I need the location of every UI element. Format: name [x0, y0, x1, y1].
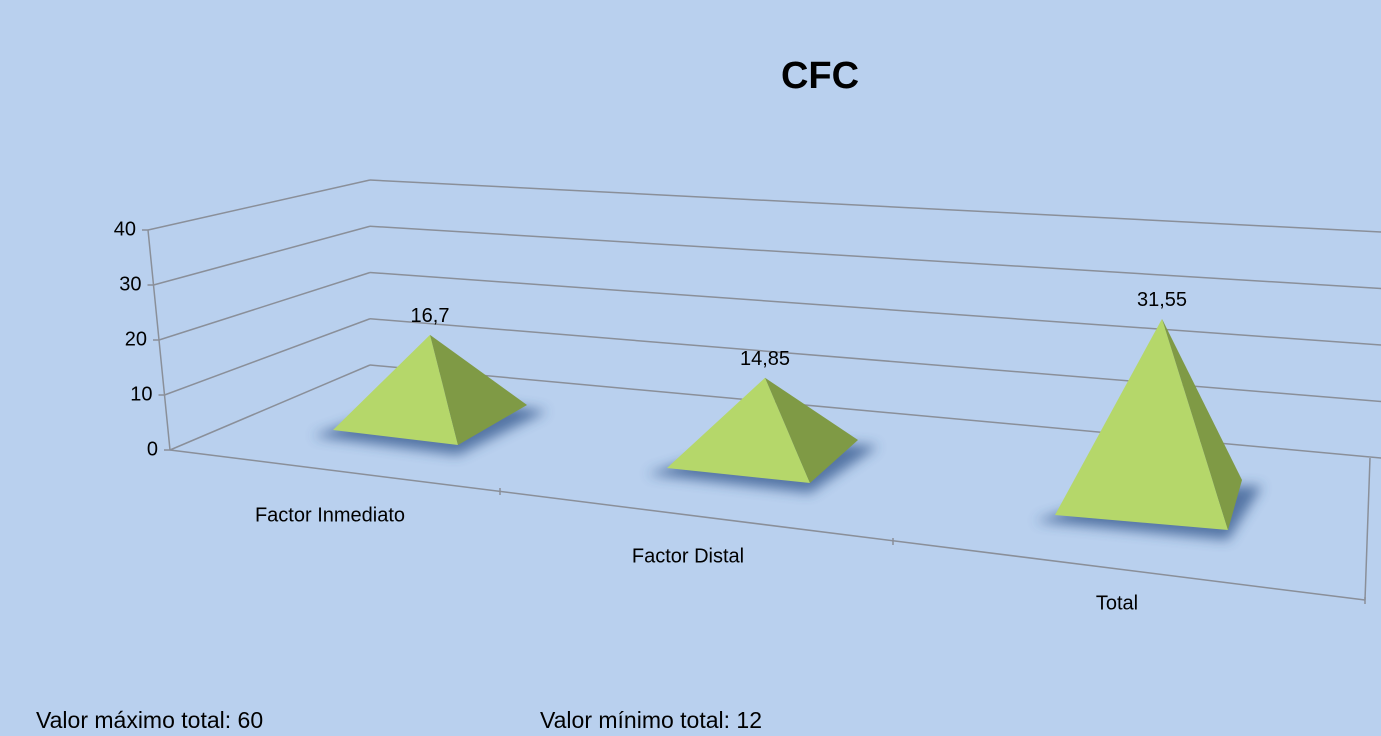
- axis-line: [147, 229, 171, 451]
- pyramid-face: [667, 377, 810, 483]
- grid-line: [369, 271, 1381, 346]
- pyramid-face: [1055, 318, 1228, 530]
- axis-line: [169, 449, 1366, 601]
- pyramid-side: [1162, 318, 1242, 530]
- data-label: 31,55: [1137, 289, 1187, 311]
- y-tick-label: 10: [130, 383, 152, 405]
- x-tick-label: Factor Distal: [632, 545, 744, 567]
- pyramid-side: [765, 377, 858, 483]
- y-tick-label: 0: [147, 438, 158, 460]
- grid-line: [369, 318, 1381, 403]
- grid-line: [158, 271, 371, 341]
- pyramid-side: [430, 334, 527, 445]
- x-tick-label: Factor Inmediato: [255, 504, 405, 526]
- y-tick-label: 30: [119, 273, 141, 295]
- note: Valor mínimo total: 12: [540, 707, 762, 733]
- axis-line: [1364, 457, 1371, 601]
- pyramid-face: [333, 334, 458, 445]
- data-label: 14,85: [740, 348, 790, 370]
- y-tick-label: 20: [125, 328, 147, 350]
- data-label: 16,7: [411, 305, 450, 327]
- grid-line: [147, 179, 371, 231]
- grid-line: [369, 225, 1381, 290]
- chart-title: CFC: [781, 55, 859, 97]
- grid-line: [169, 364, 371, 451]
- y-tick-label: 40: [114, 218, 136, 240]
- grid-line: [164, 318, 371, 396]
- grid-line: [153, 225, 371, 286]
- grid-line: [369, 179, 1381, 233]
- note: Valor máximo total: 60: [36, 707, 263, 733]
- x-tick-label: Total: [1096, 592, 1138, 614]
